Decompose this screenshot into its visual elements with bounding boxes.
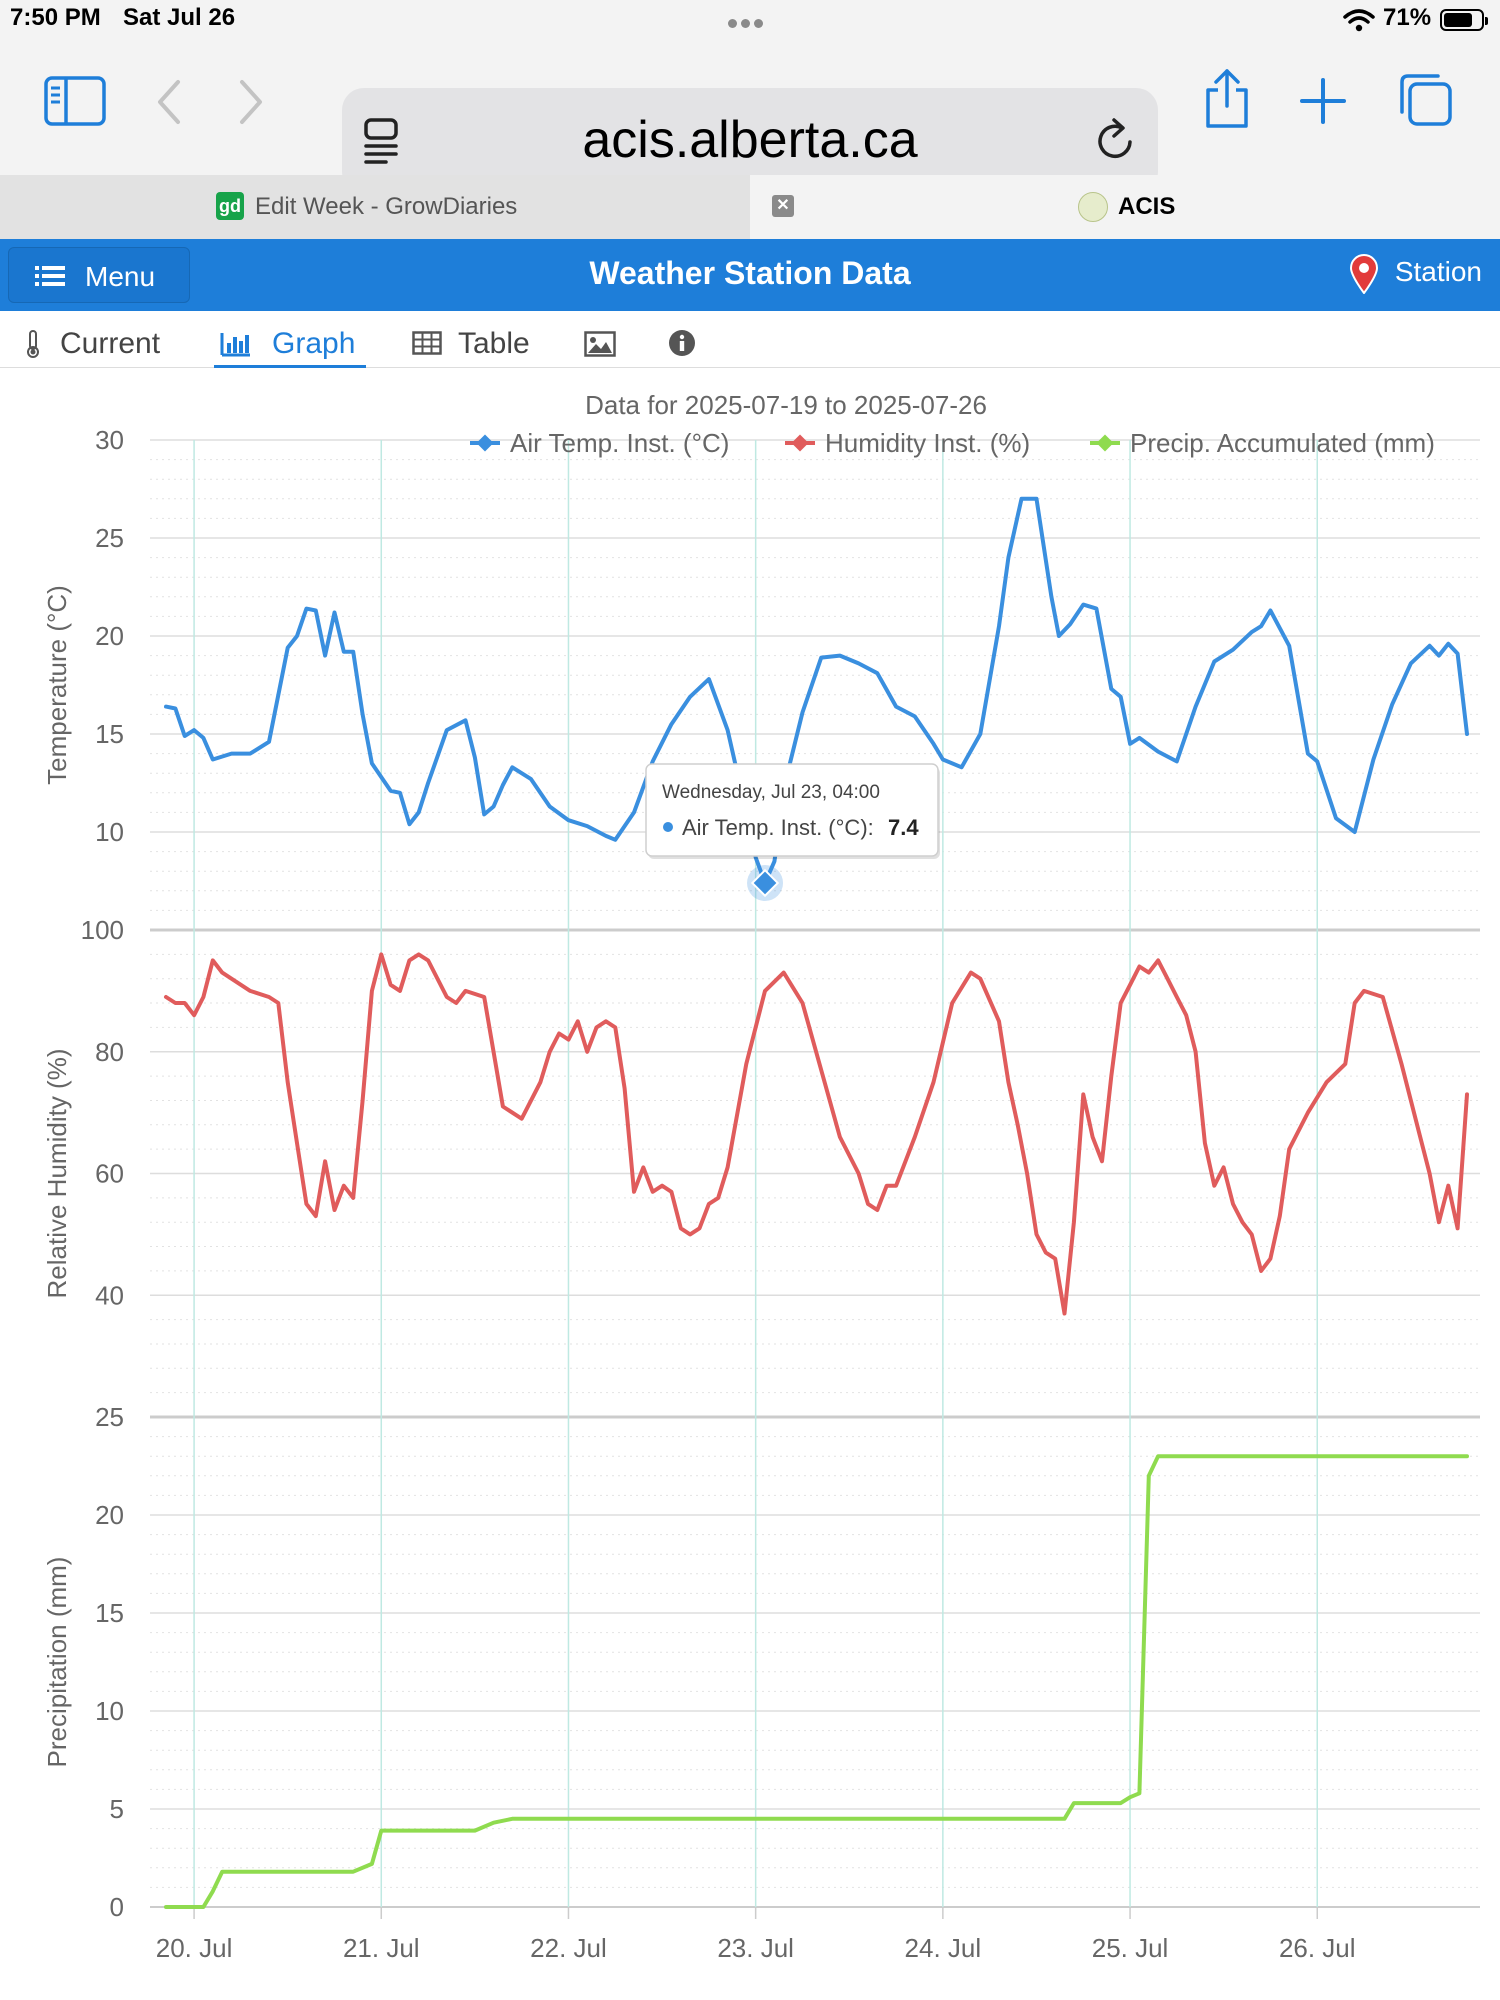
back-icon[interactable] (154, 78, 184, 126)
y-tick-label: 10 (95, 1696, 124, 1726)
y-tick-label: 20 (95, 621, 124, 651)
weather-chart[interactable]: Data for 2025-07-19 to 2025-07-26 10 15 20… (0, 367, 1500, 2000)
wifi-icon (1343, 9, 1375, 32)
series-line-0 (164, 496, 1469, 885)
x-tick-label: 21. Jul (343, 1933, 420, 1963)
page-title: Weather Station Data (589, 255, 911, 291)
y-tick-label: 5 (110, 1794, 124, 1824)
tooltip-box (645, 763, 939, 857)
y-tick-label: 15 (95, 719, 124, 749)
status-bar: 7:50 PM Sat Jul 26 71% (0, 0, 1500, 40)
image-icon (584, 331, 616, 357)
tooltip-header: Wednesday, Jul 23, 04:00 (662, 782, 880, 803)
tab-current-label: Current (60, 327, 161, 360)
reader-icon[interactable] (362, 118, 402, 164)
y-axis-title: Temperature (°C) (42, 585, 72, 785)
share-icon[interactable] (1202, 68, 1252, 130)
y-tick-label: 0 (110, 1892, 124, 1922)
new-tab-icon[interactable] (1300, 78, 1346, 124)
map-pin-icon (1349, 254, 1378, 294)
tab-info[interactable] (666, 319, 706, 365)
menu-button[interactable]: Menu (8, 247, 190, 303)
list-icon (35, 266, 65, 286)
app-header: Menu Weather Station Data Station (0, 239, 1500, 311)
status-time: 7:50 PM (10, 4, 101, 31)
tooltip-bullet (663, 822, 673, 832)
thermometer-icon (27, 330, 39, 358)
tab-acis[interactable]: ✕ ACIS (750, 175, 1500, 239)
x-tick-label: 25. Jul (1092, 1933, 1169, 1963)
tab-growdiaries[interactable]: gd Edit Week - GrowDiaries (0, 175, 750, 239)
y-axis-title: Precipitation (mm) (42, 1557, 72, 1768)
legend-marker (476, 434, 494, 452)
tab-label: Edit Week - GrowDiaries (255, 193, 518, 220)
close-tab-icon[interactable]: ✕ (772, 195, 794, 217)
chart-title: Data for 2025-07-19 to 2025-07-26 (585, 390, 987, 420)
legend-item: Precip. Accumulated (mm) (1130, 428, 1435, 458)
x-tick-label: 23. Jul (717, 1933, 794, 1963)
tab-current[interactable]: Current (20, 319, 170, 365)
x-tick-label: 24. Jul (905, 1933, 982, 1963)
x-tick-label: 20. Jul (156, 1933, 233, 1963)
station-button[interactable]: Station (1349, 254, 1482, 294)
browser-toolbar: acis.alberta.ca (0, 40, 1500, 194)
y-tick-label: 15 (95, 1598, 124, 1628)
tooltip-value: 7.4 (888, 815, 919, 840)
y-tick-label: 20 (95, 1500, 124, 1530)
legend-marker (791, 434, 809, 452)
x-tick-label: 22. Jul (530, 1933, 607, 1963)
tabs-overview-icon[interactable] (1396, 72, 1454, 128)
forward-icon[interactable] (236, 78, 266, 126)
info-icon (669, 330, 695, 356)
acis-favicon-icon (1078, 192, 1108, 222)
y-axis-title: Relative Humidity (%) (42, 1049, 72, 1299)
multitasking-dots-icon[interactable] (728, 15, 772, 28)
y-tick-label: 60 (95, 1159, 124, 1189)
tab-graph-label: Graph (272, 327, 356, 360)
hover-point (750, 868, 780, 898)
series-line-2 (164, 1454, 1469, 1909)
series-line-1 (164, 952, 1469, 1316)
y-tick-label: 100 (81, 915, 124, 945)
legend-item: Humidity Inst. (%) (825, 428, 1030, 458)
status-date: Sat Jul 26 (123, 4, 236, 31)
tab-table-label: Table (458, 327, 530, 360)
reload-icon[interactable] (1094, 116, 1138, 164)
battery-percent: 71% (1383, 4, 1432, 31)
y-tick-label: 40 (95, 1280, 124, 1310)
station-label: Station (1394, 256, 1482, 287)
legend-item: Air Temp. Inst. (°C) (510, 428, 729, 458)
y-tick-label: 25 (95, 523, 124, 553)
tab-label: ACIS (1118, 193, 1176, 220)
browser-tabs: gd Edit Week - GrowDiaries ✕ ACIS (0, 175, 1500, 239)
view-tabs: Current Graph Table (0, 311, 1500, 368)
y-tick-label: 30 (95, 425, 124, 455)
sidebar-icon[interactable] (44, 76, 106, 126)
url-text: acis.alberta.ca (582, 111, 918, 169)
growdiaries-favicon-icon: gd (216, 192, 244, 220)
tab-graph[interactable]: Graph (214, 319, 366, 368)
menu-label: Menu (85, 261, 156, 292)
tab-images[interactable] (582, 319, 622, 365)
x-tick-label: 26. Jul (1279, 1933, 1356, 1963)
y-tick-label: 25 (95, 1402, 124, 1432)
bar-chart-icon (220, 333, 250, 357)
legend-marker (1096, 434, 1114, 452)
y-tick-label: 10 (95, 817, 124, 847)
tooltip-series: Air Temp. Inst. (°C): (682, 815, 874, 840)
table-icon (412, 331, 442, 355)
battery-icon (1440, 9, 1488, 31)
tab-table[interactable]: Table (410, 319, 540, 365)
y-tick-label: 80 (95, 1037, 124, 1067)
